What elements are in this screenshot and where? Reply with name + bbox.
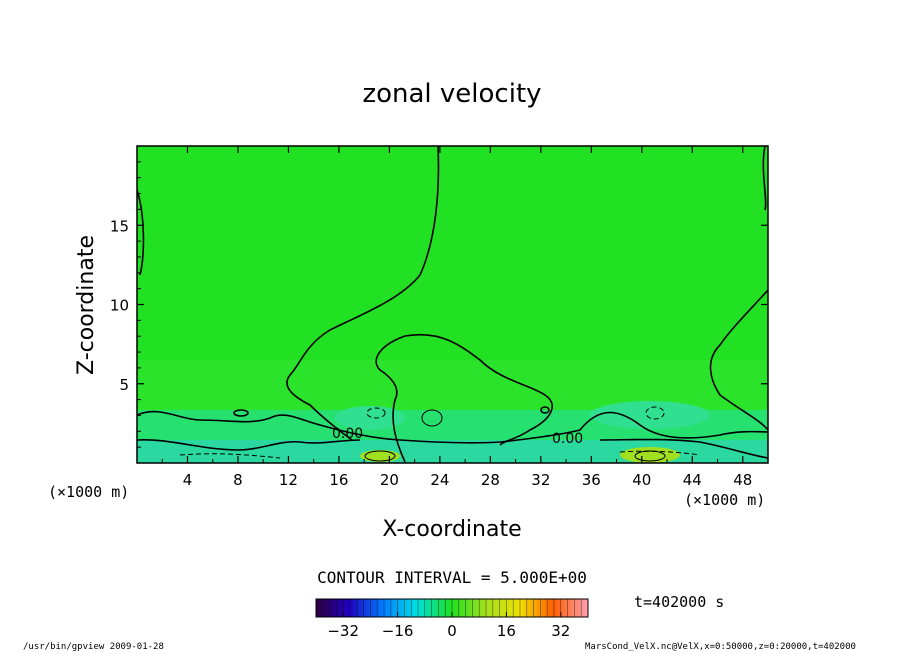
x-tick-label: 36 <box>582 471 601 489</box>
heatmap-field <box>137 146 768 463</box>
x-unit-label-left: (×1000 m) <box>48 483 129 501</box>
x-tick-label: 24 <box>430 471 449 489</box>
colorbar-stripes <box>322 599 582 617</box>
x-tick-label: 4 <box>183 471 193 489</box>
colorbar-tick-label: 32 <box>551 622 570 640</box>
x-tick-label: 40 <box>632 471 651 489</box>
colorbar-tick-label: 16 <box>497 622 516 640</box>
x-tick-label: 44 <box>683 471 702 489</box>
y-tick-label: 15 <box>110 217 129 235</box>
time-label: t=402000 s <box>634 593 724 611</box>
x-tick-label: 28 <box>481 471 500 489</box>
y-tick-label: 5 <box>119 376 129 394</box>
x-axis-ticks: 4 8 12 16 20 24 28 32 36 40 44 48 <box>161 146 752 489</box>
x-tick-label: 8 <box>233 471 243 489</box>
y-axis-ticks: 5 10 15 <box>110 161 768 448</box>
y-axis-title: Z-coordinate <box>74 235 99 375</box>
contour-label: 0.00 <box>552 431 583 447</box>
colorbar-tick-label: 0 <box>447 622 457 640</box>
colorbar-tick-label: −32 <box>327 622 359 640</box>
x-tick-label: 48 <box>733 471 752 489</box>
contour-interval: CONTOUR INTERVAL = 5.000E+00 <box>317 568 587 587</box>
footer-right: MarsCond_VelX.nc@VelX,x=0:50000,z=0:2000… <box>585 642 856 652</box>
x-tick-label: 20 <box>380 471 399 489</box>
footer-left: /usr/bin/gpview 2009-01-28 <box>23 642 164 652</box>
colorbar-tick-label: −16 <box>382 622 414 640</box>
y-tick-label: 10 <box>110 297 129 315</box>
contour-label: 0.00 <box>332 426 363 442</box>
x-tick-label: 32 <box>531 471 550 489</box>
colorbar-ticks: −32 −16 0 16 32 <box>327 612 570 640</box>
x-tick-label: 16 <box>329 471 348 489</box>
x-unit-label-right: (×1000 m) <box>684 491 765 509</box>
x-tick-label: 12 <box>279 471 298 489</box>
chart-title: zonal velocity <box>362 79 541 109</box>
x-axis-title: X-coordinate <box>382 517 521 542</box>
